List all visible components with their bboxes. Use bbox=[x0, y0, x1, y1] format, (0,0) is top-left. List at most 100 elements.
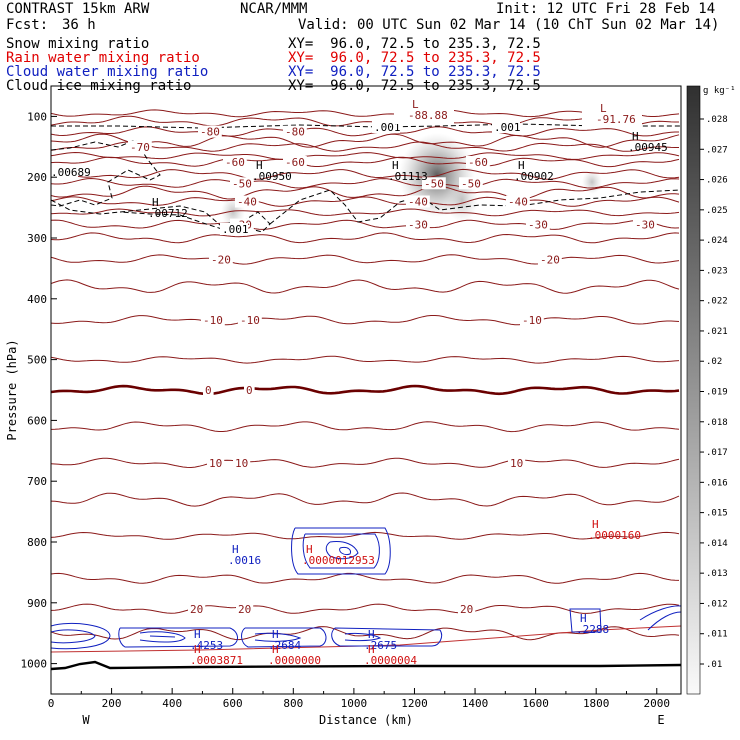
isotherm-label: -80 bbox=[285, 126, 305, 139]
center-letter: H bbox=[194, 628, 201, 641]
cloud-water-contour bbox=[51, 629, 96, 644]
isotherm-line bbox=[51, 603, 680, 614]
center-letter: H bbox=[368, 643, 375, 656]
x-axis-title: Distance (km) bbox=[319, 713, 413, 727]
isotherm-label-bg bbox=[458, 602, 476, 615]
center-value: .00902 bbox=[514, 170, 554, 183]
field-cloudwater-label: Cloud water mixing ratio bbox=[6, 64, 209, 80]
isotherm-label-bg bbox=[459, 177, 483, 190]
isotherm-line bbox=[51, 315, 680, 326]
isotherm-line bbox=[51, 177, 680, 189]
isotherm-label: -50 bbox=[232, 177, 252, 190]
isotherm-label: 10 bbox=[235, 457, 248, 470]
cloud-water-contour bbox=[302, 533, 380, 569]
center-letter: H bbox=[632, 130, 639, 143]
center-letter: H bbox=[272, 643, 279, 656]
isotherm-label: -50 bbox=[424, 177, 444, 190]
center-value: .01113 bbox=[388, 170, 428, 183]
pressure-center: H.0000004 bbox=[364, 643, 417, 667]
x-tick-label: 800 bbox=[283, 697, 303, 710]
isotherm-label: -30 bbox=[528, 219, 548, 232]
isotherm-line-minor bbox=[51, 492, 680, 507]
x-tick-label: 1000 bbox=[341, 697, 368, 710]
colorbar-tick-label: .016 bbox=[706, 478, 728, 488]
colorbar-tick-label: .015 bbox=[706, 509, 728, 519]
isotherm-label-bg bbox=[508, 456, 526, 469]
center-letter: H bbox=[194, 643, 201, 656]
center-value: .2675 bbox=[364, 639, 397, 652]
y-tick-label: 300 bbox=[27, 232, 47, 245]
center-label-bg bbox=[582, 102, 642, 128]
colorbar-tick-label: .025 bbox=[706, 206, 728, 216]
isotherm-label-bg bbox=[466, 156, 490, 168]
isotherm-label: -30 bbox=[635, 219, 655, 232]
isotherm-label-bg bbox=[238, 314, 262, 327]
isotherm-label-bg bbox=[506, 195, 530, 208]
colorbar-ramp bbox=[686, 85, 701, 695]
cloud-water-contour bbox=[339, 547, 351, 555]
field-cloudice-label: Cloud ice mixing ratio bbox=[6, 78, 192, 94]
pressure-center: H.2684 bbox=[268, 628, 301, 652]
center-letter: H bbox=[306, 543, 313, 556]
center-letter: H bbox=[518, 159, 525, 172]
y-tick-label: 700 bbox=[27, 475, 47, 488]
isotherm-label-bg bbox=[283, 125, 307, 138]
isotherm-label-bg bbox=[520, 314, 544, 327]
isotherm-line-minor bbox=[51, 168, 680, 180]
isotherm-line-minor bbox=[51, 208, 680, 217]
isotherm-label: -70 bbox=[130, 141, 150, 154]
isotherm-label: 20 bbox=[460, 603, 473, 616]
y-tick-label: 800 bbox=[27, 536, 47, 549]
center-value: .4253 bbox=[190, 639, 223, 652]
x-tick-label: 200 bbox=[102, 697, 122, 710]
field-rain-xy: XY= 96.0, 72.5 to 235.3, 72.5 bbox=[288, 50, 541, 66]
y-tick-label: 100 bbox=[27, 110, 47, 123]
center-letter: H bbox=[272, 628, 279, 641]
isotherm-label-bg bbox=[244, 384, 255, 396]
colorbar-tick-label: .021 bbox=[706, 327, 728, 337]
isotherm-label: -40 bbox=[237, 196, 257, 209]
isotherm-label: -10 bbox=[522, 314, 542, 327]
isotherm-label: -30 bbox=[408, 219, 428, 232]
field-snow-label: Snow mixing ratio bbox=[6, 36, 150, 52]
isotherm-label: -80 bbox=[200, 126, 220, 139]
y-tick-label: 1000 bbox=[21, 658, 48, 671]
isotherm-label-bg bbox=[538, 253, 562, 266]
pressure-center: H.4253 bbox=[190, 628, 223, 652]
cloud-water-contour bbox=[139, 631, 186, 643]
isotherm-label-bg bbox=[422, 177, 446, 190]
colorbar-tick-label: .024 bbox=[706, 236, 728, 246]
cloud-water-contours bbox=[51, 527, 681, 650]
cloud-water-contour bbox=[254, 632, 302, 642]
edge-value: .00689 bbox=[51, 166, 91, 179]
isotherm-label: 20 bbox=[238, 603, 251, 616]
fcst-label: Fcst: bbox=[6, 17, 49, 33]
colorbar-tick-label: .012 bbox=[706, 599, 728, 609]
isotherm-label-bg bbox=[406, 195, 430, 208]
x-tick-label: 400 bbox=[162, 697, 182, 710]
valid-time: Valid: 00 UTC Sun 02 Mar 14 (10 ChT Sun … bbox=[298, 17, 720, 33]
colorbar-tick-label: .014 bbox=[706, 539, 728, 549]
center-letter: H bbox=[592, 518, 599, 531]
cloud-water-contour bbox=[149, 635, 176, 638]
cloud-ice-label: .001 bbox=[494, 121, 521, 134]
colorbar-tick-label: .022 bbox=[706, 297, 728, 307]
cloud-ice-label-bg bbox=[492, 121, 520, 133]
center-value: .2684 bbox=[268, 639, 301, 652]
isotherm-label-bg bbox=[633, 218, 657, 231]
x-tick-label: 0 bbox=[48, 697, 55, 710]
isotherm-label-bg bbox=[236, 602, 254, 615]
pressure-center: L-91.76 bbox=[582, 102, 642, 128]
cloud-ice-label: .001 bbox=[374, 121, 401, 134]
isotherm-label-bg bbox=[188, 602, 206, 615]
isotherm-label: -60 bbox=[285, 156, 305, 169]
y-tick-label: 400 bbox=[27, 293, 47, 306]
center-letter: H bbox=[368, 628, 375, 641]
x-tick-label: 1200 bbox=[401, 697, 428, 710]
cloud-ice-label: .001 bbox=[222, 223, 249, 236]
isotherm-label-bg bbox=[203, 384, 214, 396]
cloud-water-contour bbox=[569, 608, 602, 633]
center-label-bg bbox=[394, 98, 454, 124]
colorbar-tick-label: .017 bbox=[706, 448, 728, 458]
